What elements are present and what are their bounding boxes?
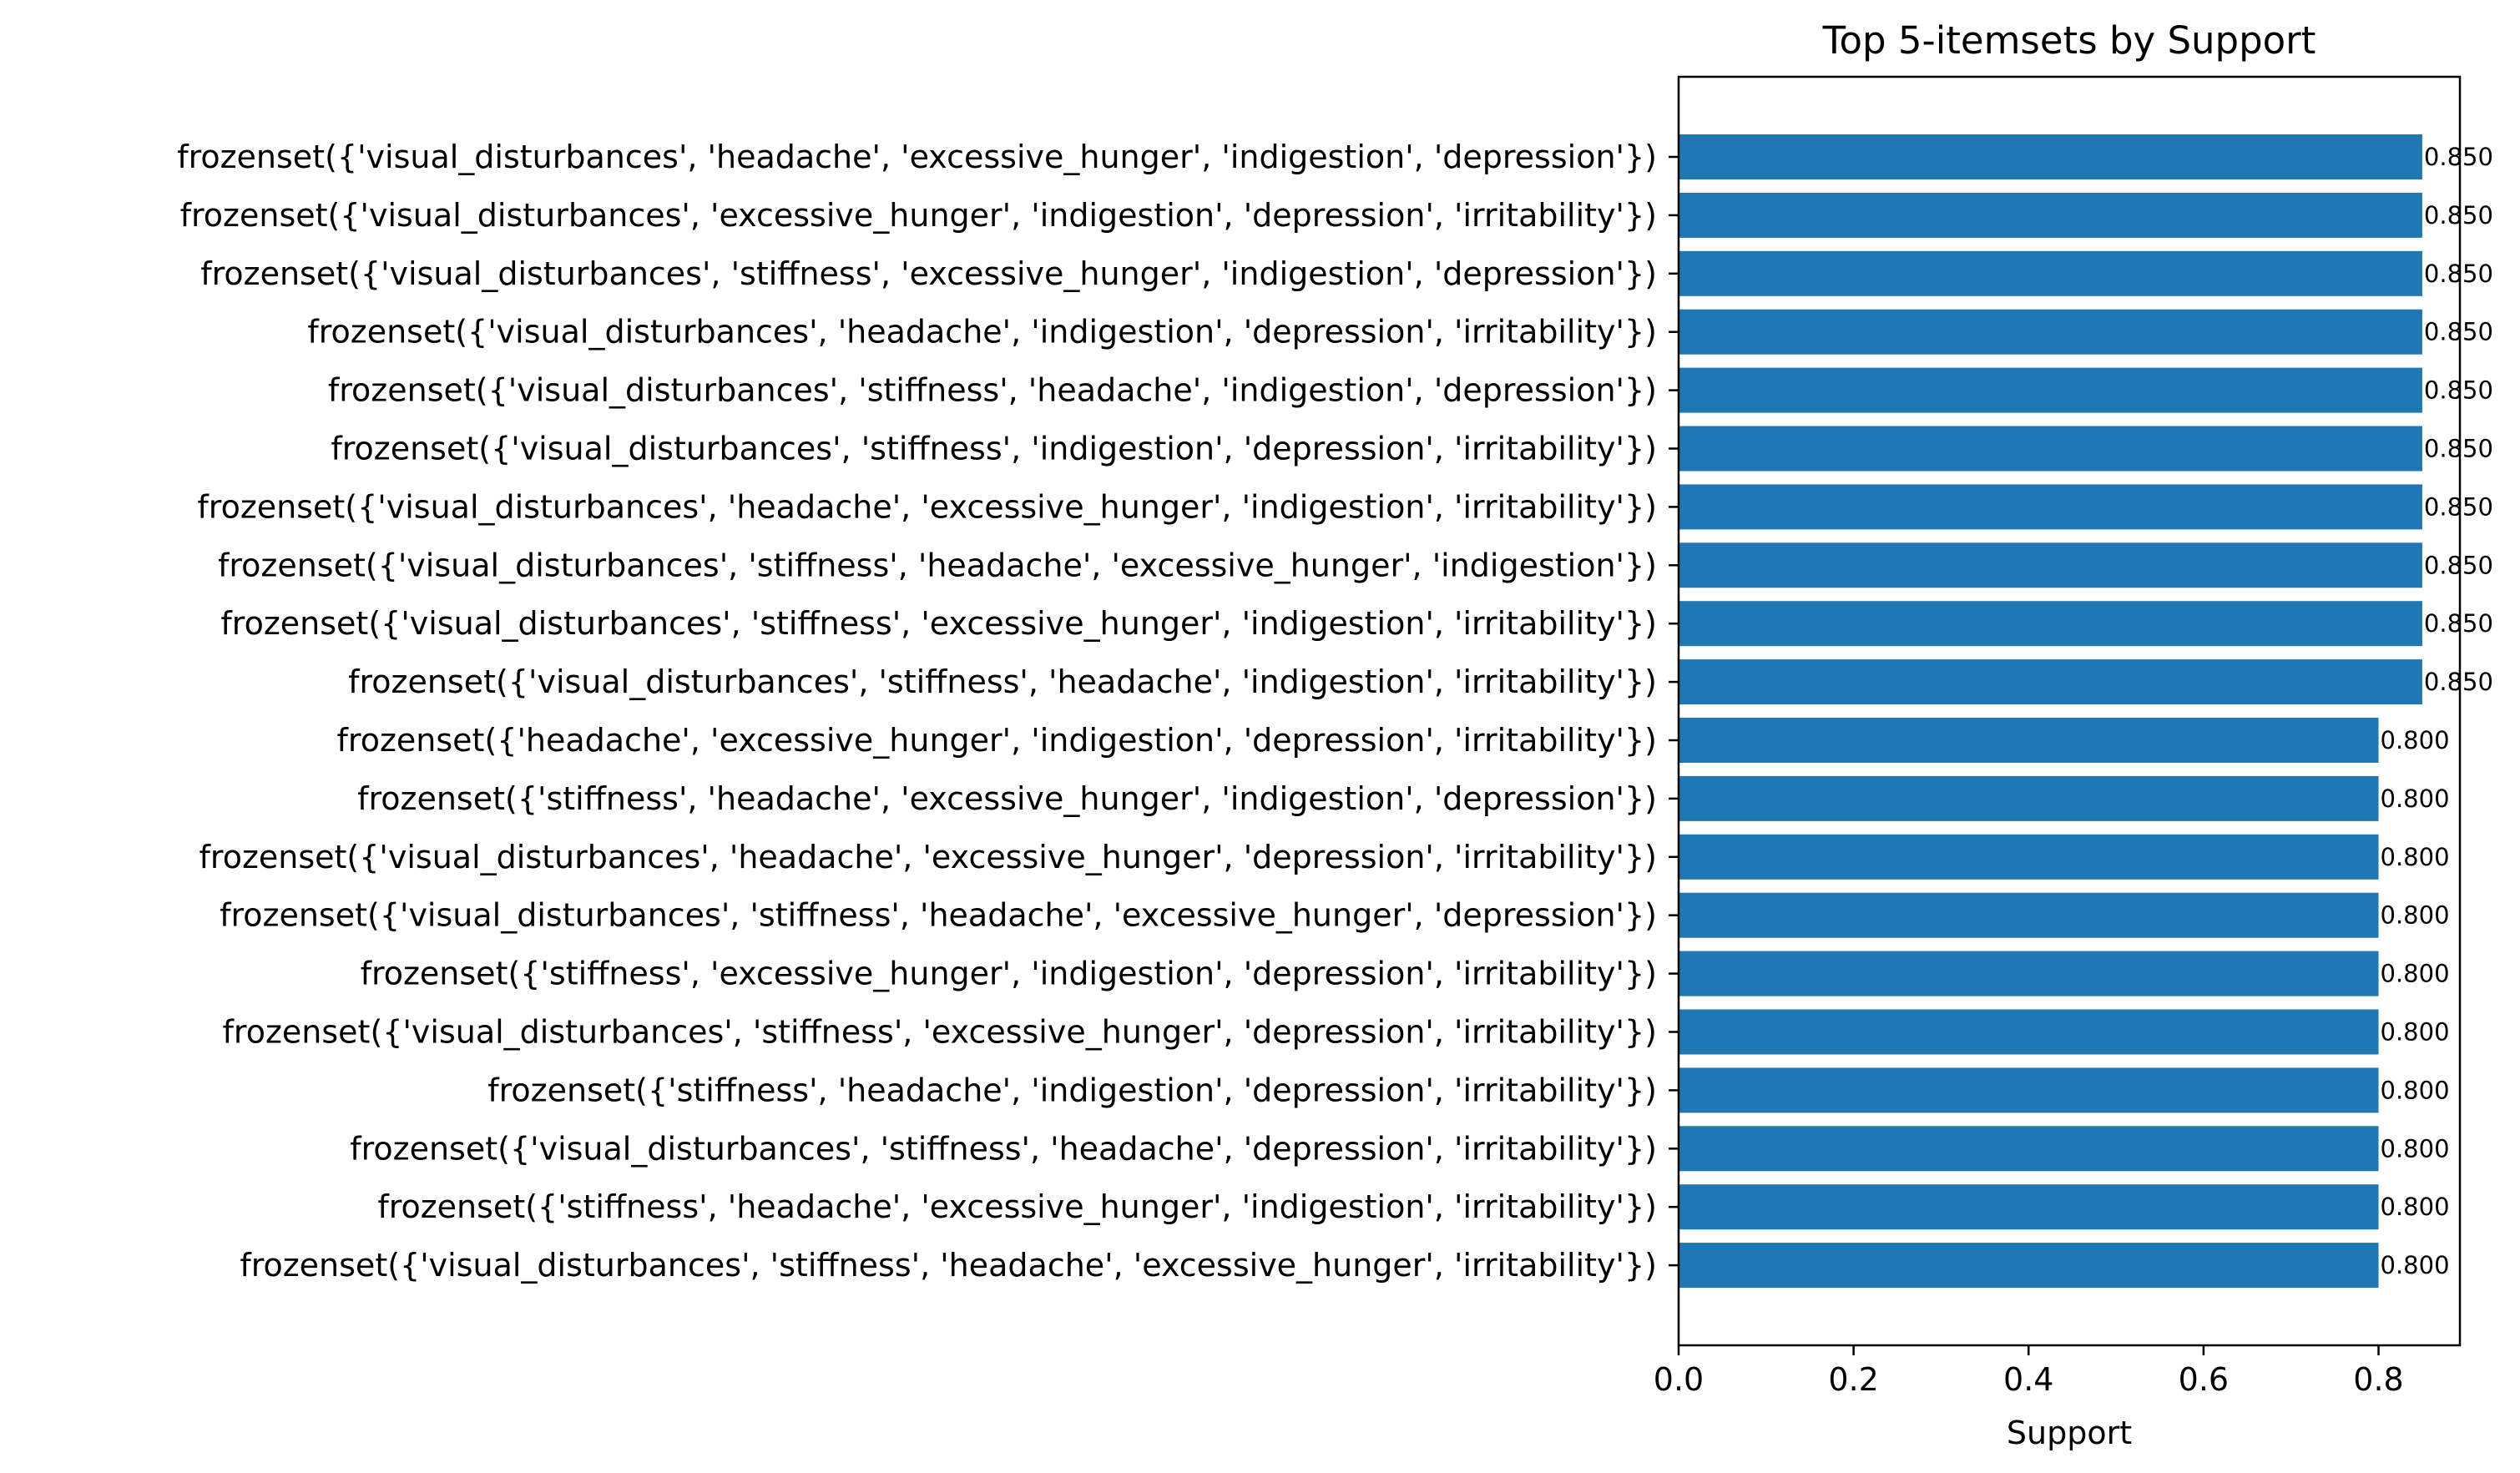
y-tick-label: frozenset({'visual_disturbances', 'stiff…: [223, 1014, 1657, 1051]
bar: [1679, 601, 2422, 647]
value-label: 0.850: [2424, 492, 2493, 521]
x-tick-label: 0.8: [2353, 1361, 2403, 1398]
y-tick-label: frozenset({'stiffness', 'headache', 'ind…: [487, 1072, 1657, 1108]
y-tick-label: frozenset({'visual_disturbances', 'stiff…: [348, 663, 1657, 700]
x-tick-label: 0.6: [2179, 1361, 2229, 1398]
value-label: 0.800: [2381, 843, 2450, 871]
bar: [1679, 951, 2379, 996]
bar: [1679, 542, 2422, 588]
bars-group: [1679, 134, 2422, 1289]
value-labels: 0.850 0.850 0.850 0.850 0.850 0.850 0.850 0.850…: [2381, 143, 2493, 1279]
y-tick-label: frozenset({'headache', 'excessive_hunger…: [337, 722, 1657, 759]
value-label: 0.800: [2381, 1134, 2450, 1163]
value-label: 0.850: [2424, 201, 2493, 230]
bar: [1679, 834, 2379, 880]
value-label: 0.850: [2424, 376, 2493, 405]
y-tick-label: frozenset({'visual_disturbances', 'heada…: [307, 314, 1657, 351]
x-tick-label: 0.0: [1654, 1361, 1704, 1398]
x-tick-label: 0.2: [1828, 1361, 1878, 1398]
value-label: 0.800: [2381, 1018, 2450, 1047]
y-tick-label: frozenset({'visual_disturbances', 'stiff…: [220, 897, 1657, 934]
value-label: 0.800: [2381, 1076, 2450, 1104]
value-label: 0.800: [2381, 960, 2450, 988]
value-label: 0.850: [2424, 318, 2493, 346]
y-tick-label: frozenset({'visual_disturbances', 'stiff…: [350, 1130, 1657, 1167]
value-label: 0.800: [2381, 901, 2450, 930]
y-tick-label: frozenset({'visual_disturbances', 'heada…: [197, 488, 1657, 525]
y-tick-label: frozenset({'stiffness', 'headache', 'exc…: [357, 780, 1657, 817]
bar: [1679, 892, 2379, 938]
y-tick-label: frozenset({'stiffness', 'headache', 'exc…: [377, 1188, 1657, 1225]
y-tick-label: frozenset({'visual_disturbances', 'stiff…: [200, 255, 1657, 292]
bar: [1679, 426, 2422, 472]
bar: [1679, 367, 2422, 413]
bar: [1679, 1067, 2379, 1113]
bar: [1679, 718, 2379, 763]
value-label: 0.850: [2424, 609, 2493, 638]
bar: [1679, 1009, 2379, 1055]
value-label: 0.800: [2381, 1193, 2450, 1221]
value-label: 0.850: [2424, 435, 2493, 463]
y-tick-label: frozenset({'visual_disturbances', 'heada…: [177, 139, 1657, 175]
y-tick-label: frozenset({'visual_disturbances', 'stiff…: [220, 605, 1657, 642]
x-axis-label: Support: [2007, 1415, 2132, 1451]
bar: [1679, 484, 2422, 530]
x-tick-label: 0.4: [2003, 1361, 2053, 1398]
bar: [1679, 775, 2379, 821]
bar: [1679, 134, 2422, 179]
bar: [1679, 1126, 2379, 1172]
y-tick-label: frozenset({'visual_disturbances', 'heada…: [199, 839, 1657, 875]
bar: [1679, 250, 2422, 296]
y-tick-label: frozenset({'visual_disturbances', 'stiff…: [218, 547, 1657, 583]
y-tick-label: frozenset({'visual_disturbances', 'stiff…: [331, 431, 1657, 467]
bar: [1679, 659, 2422, 705]
bar: [1679, 192, 2422, 238]
y-tick-label: frozenset({'visual_disturbances', 'stiff…: [328, 372, 1657, 409]
y-tick-labels: frozenset({'visual_disturbances', 'heada…: [177, 139, 1679, 1284]
plot-frame: [1677, 75, 2462, 1347]
value-label: 0.800: [2381, 1251, 2450, 1279]
value-label: 0.800: [2381, 784, 2450, 813]
bar: [1679, 1243, 2379, 1289]
value-label: 0.850: [2424, 551, 2493, 579]
bar: [1679, 309, 2422, 355]
chart-title: Top 5-itemsets by Support: [1822, 18, 2316, 63]
y-tick-label: frozenset({'visual_disturbances', 'stiff…: [240, 1247, 1657, 1284]
value-label: 0.800: [2381, 726, 2450, 754]
bar: [1679, 1184, 2379, 1230]
x-axis-ticks: 0.0 0.2 0.4 0.6 0.8: [1654, 1345, 2404, 1398]
y-tick-label: frozenset({'stiffness', 'excessive_hunge…: [361, 956, 1657, 992]
value-label: 0.850: [2424, 668, 2493, 696]
value-label: 0.850: [2424, 143, 2493, 171]
value-label: 0.850: [2424, 260, 2493, 288]
y-tick-label: frozenset({'visual_disturbances', 'exces…: [180, 197, 1657, 234]
